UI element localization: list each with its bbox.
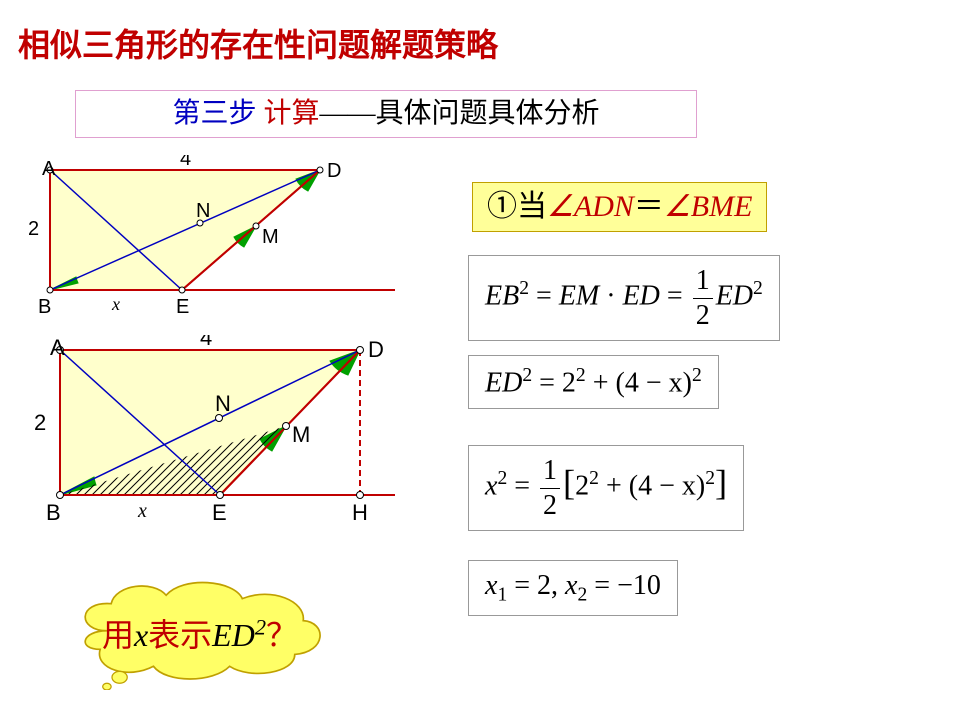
cloud-t6: ？ — [266, 617, 298, 653]
svg-text:2: 2 — [28, 218, 39, 240]
equation-3: x2 = 12[22 + (4 − x)2] — [468, 445, 744, 531]
step-detail: ——具体问题具体分析 — [320, 98, 600, 129]
svg-text:4: 4 — [200, 335, 212, 350]
svg-text:B: B — [46, 500, 61, 525]
cond-eq: ＝ — [634, 190, 664, 223]
svg-text:2: 2 — [34, 410, 46, 435]
cloud-t3: 表示 — [148, 617, 212, 653]
cloud-t1: 用 — [102, 617, 134, 653]
cond-before: 当 — [517, 190, 547, 223]
equation-2: ED2 = 22 + (4 − x)2 — [468, 355, 719, 409]
svg-text:H: H — [352, 500, 368, 525]
svg-text:M: M — [292, 422, 310, 447]
svg-text:E: E — [176, 296, 189, 318]
svg-text:4: 4 — [180, 155, 191, 170]
cloud-text: 用x表示ED2？ — [50, 610, 350, 656]
svg-text:D: D — [327, 160, 341, 182]
cloud-t4: ED — [212, 617, 255, 653]
circle-num: ① — [487, 190, 517, 223]
step-prefix: 第三步 — [172, 98, 263, 129]
diagram-1: A 4 D N M 2 B x E — [20, 155, 410, 320]
svg-text:N: N — [215, 391, 231, 416]
cloud-t5: 2 — [255, 614, 266, 639]
step-box: 第三步 计算——具体问题具体分析 — [75, 90, 697, 138]
svg-text:E: E — [212, 500, 227, 525]
svg-text:D: D — [368, 337, 384, 362]
diagram-2: A 4 D N M 2 B x E H — [20, 335, 410, 535]
svg-text:x: x — [111, 294, 120, 314]
svg-text:A: A — [50, 335, 65, 360]
cloud-t2: x — [134, 617, 148, 653]
step-action: 计算 — [263, 98, 319, 129]
svg-text:B: B — [38, 296, 51, 318]
svg-text:x: x — [137, 500, 147, 522]
condition-box: ①当∠ADN＝∠BME — [472, 182, 767, 232]
cond-angle1: ∠ADN — [547, 190, 634, 223]
equation-4: x1 = 2, x2 = −10 — [468, 560, 678, 616]
page-title: 相似三角形的存在性问题解题策略 — [18, 20, 498, 66]
svg-text:N: N — [196, 200, 210, 222]
svg-text:M: M — [262, 226, 279, 248]
svg-text:A: A — [42, 158, 56, 180]
equation-1: EB2 = EM · ED = 12ED2 — [468, 255, 780, 341]
cond-angle2: ∠BME — [664, 190, 753, 223]
